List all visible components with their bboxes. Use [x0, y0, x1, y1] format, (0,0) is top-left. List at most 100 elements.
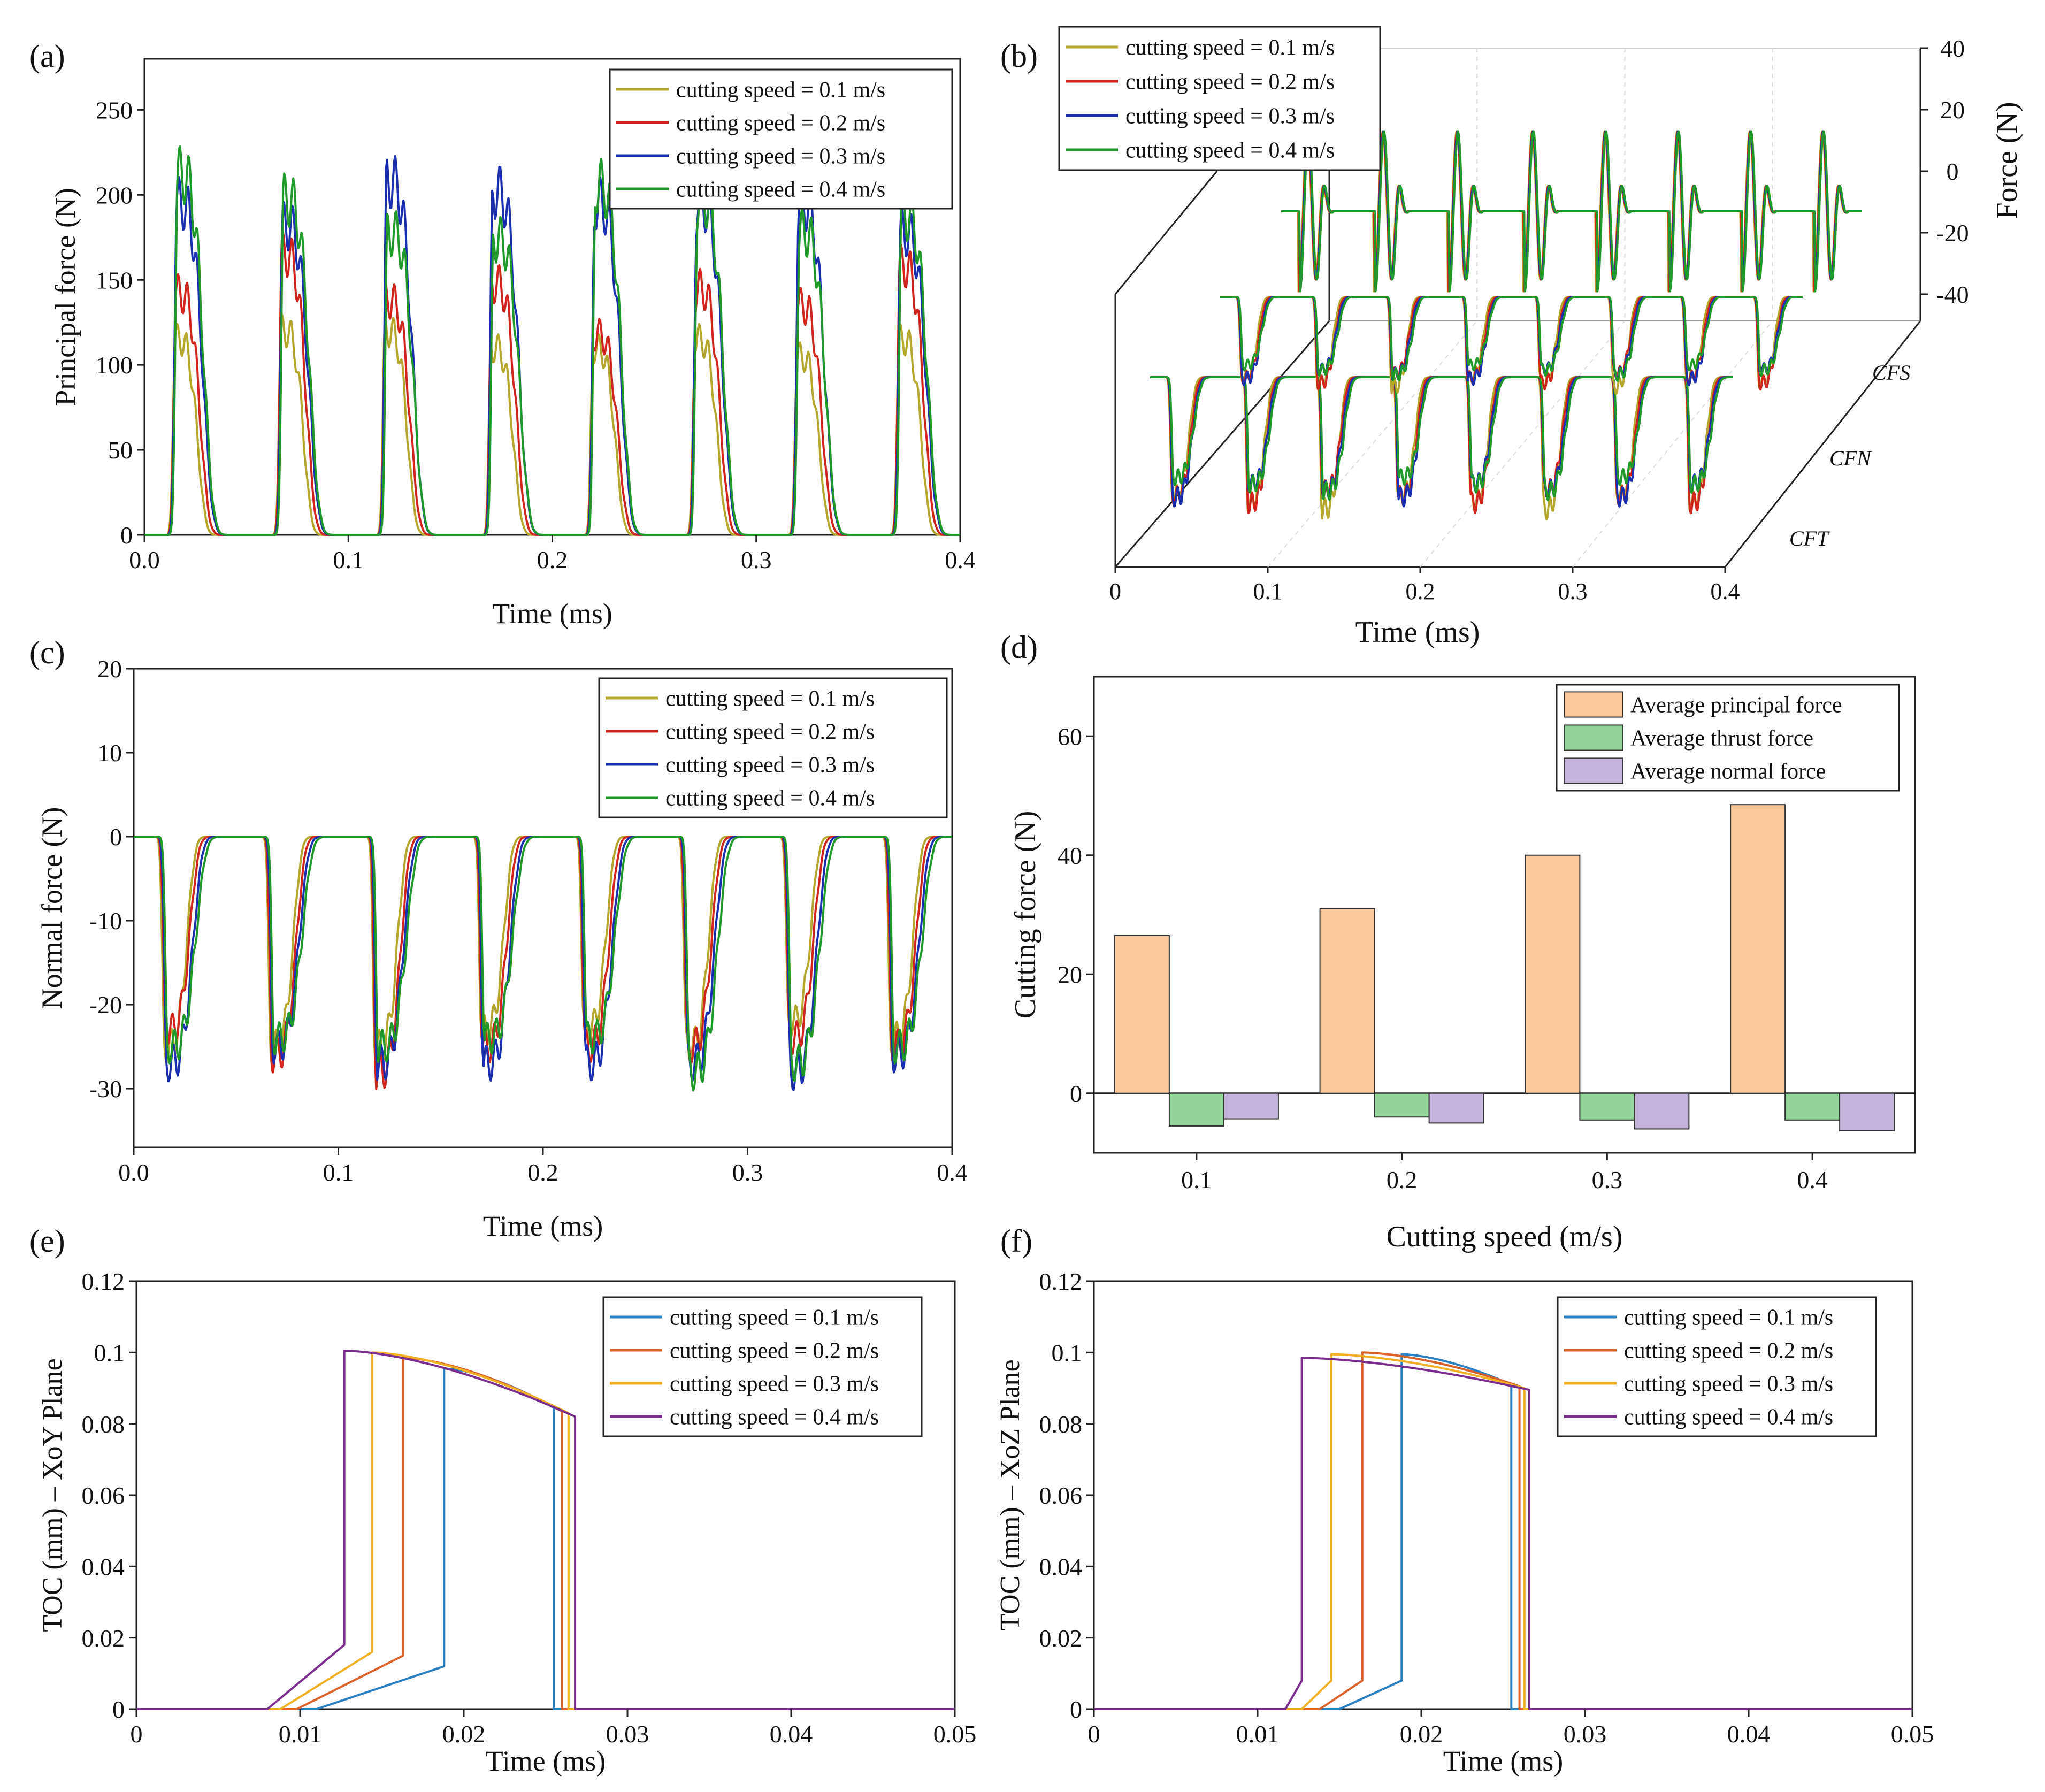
legend-label-a-3: cutting speed = 0.4 m/s: [676, 178, 885, 202]
depth-label-b-0: CFS: [1872, 361, 1910, 385]
x-tick-label-c-4: 0.4: [937, 1159, 968, 1186]
x-tick-label-e-1: 0.01: [279, 1720, 322, 1748]
legend-label-f-2: cutting speed = 0.3 m/s: [1624, 1372, 1833, 1397]
x-tick-label-b-4: 0.4: [1711, 578, 1740, 604]
y-tick-label-a-4: 200: [96, 181, 133, 209]
axis-3d-depth-right: [1724, 320, 1921, 568]
series-line-b-cft-2: [1150, 376, 1734, 508]
x-tick-label-e-0: 0: [131, 1720, 143, 1748]
x-tick-label-d-1: 0.2: [1387, 1166, 1418, 1193]
series-line-c-0: [133, 836, 953, 1065]
y-tick-label-f-5: 0.1: [1052, 1339, 1083, 1366]
x-tick-label-b-3: 0.3: [1558, 578, 1588, 604]
x-tick-label-c-3: 0.3: [732, 1159, 763, 1186]
x-tick-label-c-1: 0.1: [323, 1159, 354, 1186]
legend-box-e: [602, 1296, 923, 1437]
y-tick-label-c-0: 20: [97, 655, 122, 683]
series-line-c-3: [133, 836, 953, 1092]
y-tick-label-c-1: 10: [97, 739, 122, 767]
legend-label-e-3: cutting speed = 0.4 m/s: [670, 1405, 879, 1430]
x-axis-label-b: Time (ms): [1355, 616, 1480, 649]
y-tick-label-d-1: 20: [1058, 961, 1082, 988]
bar-d-1-1: [1374, 1092, 1430, 1118]
x-tick-label-a-3: 0.3: [741, 546, 772, 573]
legend-label-e-0: cutting speed = 0.1 m/s: [670, 1306, 879, 1330]
series-line-a-2: [144, 155, 961, 536]
legend-label-e-1: cutting speed = 0.2 m/s: [670, 1339, 879, 1364]
x-tick-label-f-5: 0.05: [1891, 1720, 1934, 1748]
axis-3d-top-left: [1114, 171, 1218, 295]
legend-label-c-3: cutting speed = 0.4 m/s: [665, 786, 875, 811]
series-line-b-cfn-3: [1219, 296, 1803, 382]
z-tick-label-b-4: -40: [1936, 281, 1969, 308]
x-tick-label-c-2: 0.2: [527, 1159, 558, 1186]
y-axis-label-a: Principal force (N): [49, 188, 81, 406]
legend-swatch-d-0: [1564, 691, 1623, 718]
x-tick-label-e-5: 0.05: [933, 1720, 977, 1748]
y-tick-label-f-1: 0.02: [1039, 1625, 1083, 1652]
legend-label-b-1: cutting speed = 0.2 m/s: [1125, 70, 1335, 95]
legend-label-f-3: cutting speed = 0.4 m/s: [1624, 1405, 1833, 1430]
x-tick-label-b-0: 0: [1109, 578, 1121, 604]
y-tick-label-e-3: 0.06: [82, 1482, 125, 1509]
x-axis-label-d: Cutting speed (m/s): [1387, 1220, 1623, 1253]
y-tick-label-d-2: 40: [1058, 842, 1082, 869]
series-line-c-2: [133, 836, 953, 1091]
x-tick-label-d-3: 0.4: [1797, 1166, 1828, 1193]
y-tick-label-a-3: 150: [96, 266, 133, 294]
panel-label-d: (d): [1000, 630, 1038, 665]
bar-d-0-1: [1319, 908, 1375, 1094]
z-tick-label-b-3: -20: [1936, 219, 1969, 247]
x-axis-label-e: Time (ms): [486, 1745, 606, 1777]
x-tick-label-f-2: 0.02: [1400, 1720, 1443, 1748]
legend-box-c: [598, 677, 948, 818]
legend-label-b-3: cutting speed = 0.4 m/s: [1125, 139, 1335, 163]
y-tick-label-c-3: -10: [89, 907, 122, 935]
legend-label-a-2: cutting speed = 0.3 m/s: [676, 144, 885, 169]
bar-d-2-2: [1634, 1092, 1690, 1130]
series-line-b-cft-3: [1150, 376, 1734, 502]
axis-3d-depth-left: [1114, 320, 1330, 568]
x-axis-label-c: Time (ms): [483, 1210, 603, 1242]
legend-box-b: [1058, 26, 1381, 171]
bar-d-0-3: [1730, 804, 1786, 1094]
y-tick-label-e-6: 0.12: [82, 1268, 125, 1295]
bar-d-0-0: [1114, 935, 1170, 1094]
legend-label-f-1: cutting speed = 0.2 m/s: [1624, 1339, 1833, 1364]
y-axis-label-f: TOC (mm) – XoZ Plane: [995, 1359, 1025, 1630]
y-tick-label-f-2: 0.04: [1039, 1553, 1083, 1580]
series-line-b-cfn-2: [1219, 296, 1803, 387]
z-tick-label-b-2: 0: [1947, 158, 1959, 185]
x-axis-label-a: Time (ms): [492, 598, 612, 630]
bar-d-0-2: [1525, 854, 1581, 1094]
series-line-e-3: [136, 1350, 955, 1710]
y-tick-label-e-0: 0: [112, 1696, 125, 1723]
x-tick-label-a-1: 0.1: [333, 546, 364, 573]
legend-label-c-2: cutting speed = 0.3 m/s: [665, 753, 875, 778]
panel-label-a: (a): [29, 39, 65, 74]
legend-label-b-2: cutting speed = 0.3 m/s: [1125, 104, 1335, 129]
y-tick-label-a-5: 250: [96, 96, 133, 124]
grid-3d-depth-2: [1572, 320, 1773, 568]
x-tick-label-d-2: 0.3: [1592, 1166, 1623, 1193]
series-line-b-cft-1: [1150, 376, 1734, 515]
y-tick-label-a-2: 100: [96, 351, 133, 379]
y-tick-label-a-1: 50: [108, 436, 133, 464]
panel-label-e: (e): [29, 1223, 65, 1259]
x-tick-label-e-2: 0.02: [442, 1720, 486, 1748]
legend-label-f-0: cutting speed = 0.1 m/s: [1624, 1306, 1833, 1330]
z-tick-label-b-0: 40: [1940, 35, 1965, 62]
x-tick-label-f-3: 0.03: [1564, 1720, 1607, 1748]
x-tick-label-a-0: 0.0: [129, 546, 160, 573]
bar-d-2-3: [1839, 1092, 1895, 1131]
y-tick-label-e-2: 0.04: [82, 1553, 125, 1580]
plot-frame-d: [1093, 676, 1916, 1154]
series-line-f-2: [1094, 1353, 1912, 1710]
legend-label-c-0: cutting speed = 0.1 m/s: [665, 687, 875, 711]
y-axis-label-c: Normal force (N): [36, 807, 68, 1009]
y-tick-label-e-5: 0.1: [94, 1339, 125, 1366]
y-tick-label-f-3: 0.06: [1039, 1482, 1083, 1509]
series-line-c-1: [133, 836, 953, 1090]
legend-label-d-2: Average normal force: [1630, 760, 1826, 784]
